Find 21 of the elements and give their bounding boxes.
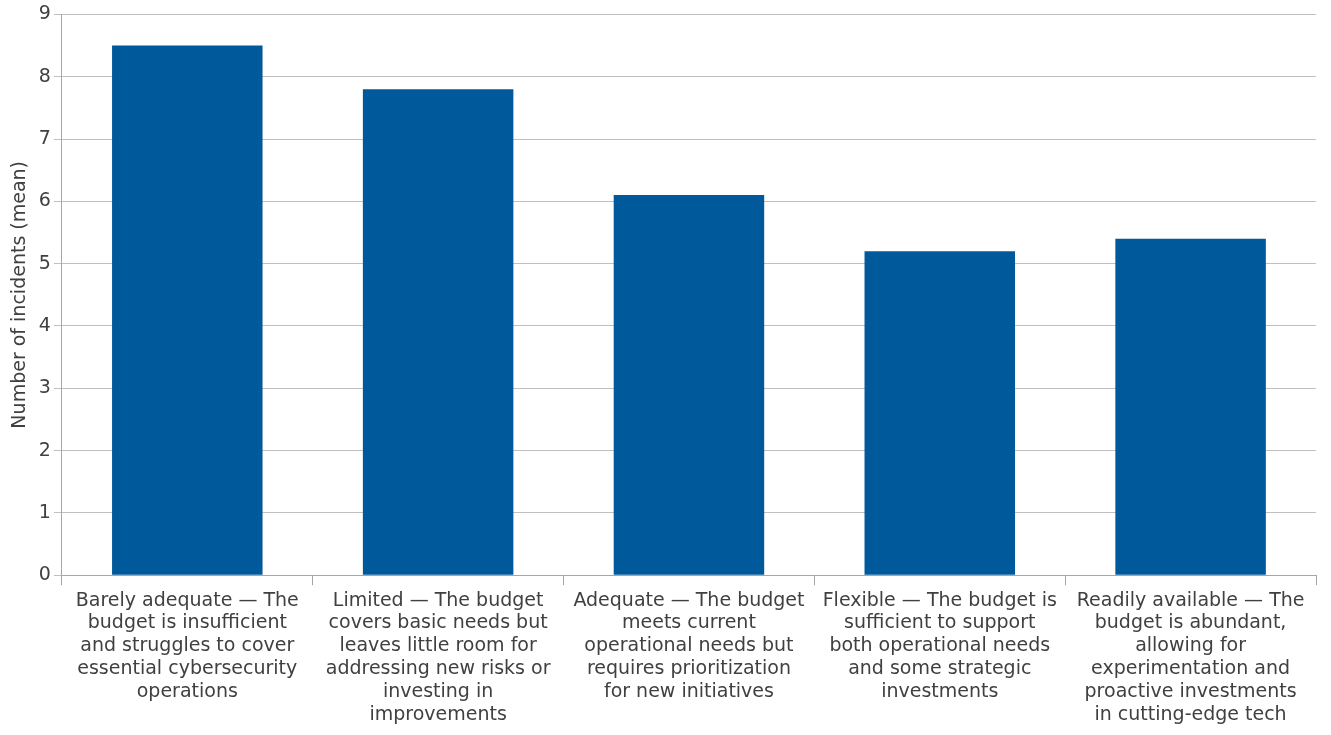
bar [1115,238,1266,575]
x-tick-label: Limited — The budget covers basic needs but leaves little room for addressing new risks or investing in improvements [325,587,551,724]
bar [613,195,765,575]
y-tick-label: 3 [38,375,51,398]
x-tick-label: Readily available — The budget is abundant, allowing for experimentation and proactive investments in cutting-edge tech [1076,587,1305,724]
y-tick-label: 5 [38,250,51,273]
x-tick-label: Adequate — The budget meets current operational needs but requires prioritization for new initiatives [573,587,805,701]
y-tick-label: 9 [38,1,51,24]
y-tick-label: 1 [38,499,51,522]
y-axis-title: Number of incidents (mean) [7,160,30,429]
x-tick-label: Flexible — The budget is sufficient to support both operational needs and some strategic investments [822,587,1057,701]
bar [362,89,514,575]
bar [112,45,263,575]
y-tick-label: 0 [38,562,51,585]
y-tick-label: 4 [38,312,51,335]
y-tick-label: 7 [38,125,51,148]
y-tick-label: 2 [38,437,51,460]
x-tick-label: Barely adequate — The budget is insufficient and struggles to cover essential cybersecurity operations [75,587,299,701]
bar [864,251,1016,575]
y-tick-label: 6 [38,188,51,211]
y-tick-label: 8 [38,63,51,86]
